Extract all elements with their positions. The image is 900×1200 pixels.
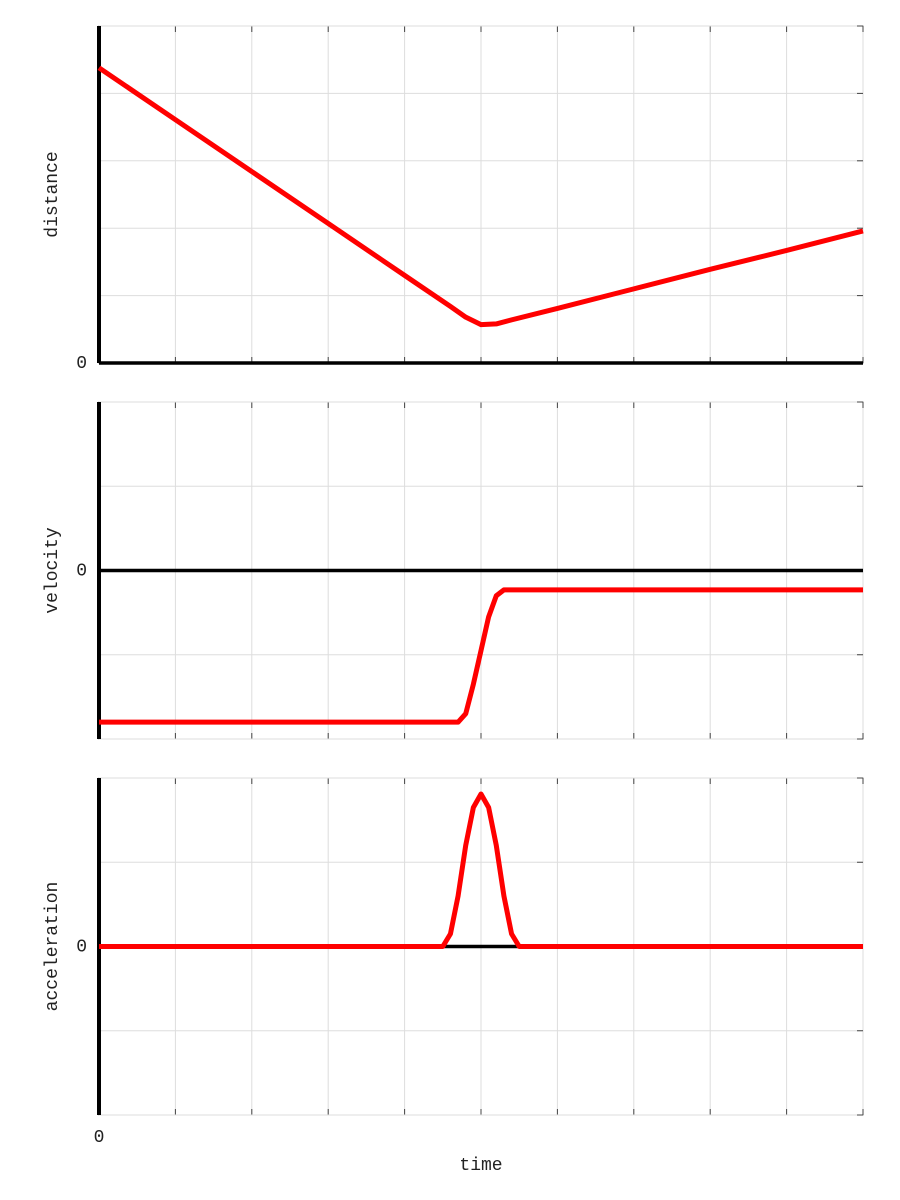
y-tick-label: 0 (76, 354, 87, 374)
y-axis-label: acceleration (43, 882, 63, 1012)
data-line (99, 791, 863, 949)
y-axis-label: velocity (43, 527, 63, 614)
data-line (97, 65, 864, 328)
x-tick-label: 0 (94, 1128, 105, 1148)
y-tick-label: 0 (76, 937, 87, 957)
x-axis-label: time (459, 1156, 502, 1176)
y-tick-label: 0 (76, 561, 87, 581)
data-line (99, 587, 863, 725)
y-axis-label: distance (43, 151, 63, 237)
